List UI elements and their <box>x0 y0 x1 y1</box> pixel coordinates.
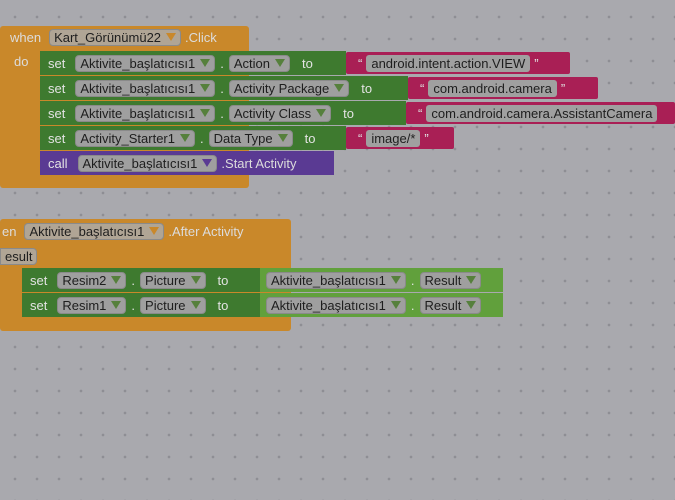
to-keyword: to <box>217 297 229 313</box>
component-label: Aktivite_başlatıcısı1 <box>80 105 196 121</box>
getter-row-result: Aktivite_başlatıcısı1 . Result <box>260 294 485 316</box>
string-value[interactable]: com.android.camera.AssistantCamera <box>426 104 658 122</box>
chevron-down-icon <box>202 159 213 167</box>
event-component-label: Kart_Görünümü22 <box>54 29 162 45</box>
getter-property-label: Result <box>424 272 462 288</box>
getter-property-dropdown[interactable]: Result <box>419 296 482 314</box>
param-row: esult <box>0 245 38 267</box>
getter-row-result: Aktivite_başlatıcısı1 . Result <box>260 269 485 291</box>
chevron-down-icon <box>200 59 211 67</box>
getter-property-label: Result <box>424 297 462 313</box>
setter-row-datatype: set Activity_Starter1 . Data Type to <box>48 129 316 147</box>
property-label: Activity Class <box>233 105 312 121</box>
property-label: Action <box>233 55 270 71</box>
chevron-down-icon <box>466 276 477 284</box>
chevron-down-icon <box>180 134 190 142</box>
event-name: .Click <box>185 29 217 45</box>
component-dropdown[interactable]: Activity_Starter1 <box>75 129 195 147</box>
component-label: Aktivite_başlatıcısı1 <box>82 155 198 171</box>
getter-component-dropdown[interactable]: Aktivite_başlatıcısı1 <box>266 296 406 314</box>
chevron-down-icon <box>111 301 122 309</box>
property-label: Picture <box>145 272 186 288</box>
do-keyword: do <box>14 53 29 69</box>
chevron-down-icon <box>149 227 160 235</box>
event-component-dropdown[interactable]: Kart_Görünümü22 <box>49 28 182 46</box>
chevron-down-icon <box>316 109 327 117</box>
do-label-row: do <box>0 50 28 72</box>
set-keyword: set <box>30 297 48 313</box>
string-value[interactable]: image/* <box>366 129 421 147</box>
property-dropdown[interactable]: Data Type <box>208 129 293 147</box>
string-row: “ com.android.camera ” <box>420 79 566 97</box>
setter-row-resim2: set Resim2 . Picture to <box>30 271 229 289</box>
chevron-down-icon <box>466 301 477 309</box>
property-dropdown[interactable]: Activity Class <box>228 104 332 122</box>
set-keyword: set <box>48 55 66 71</box>
event-component-dropdown[interactable]: Aktivite_başlatıcısı1 <box>24 222 165 240</box>
component-dropdown[interactable]: Resim1 <box>57 296 127 314</box>
component-label: Aktivite_başlatıcısı1 <box>80 55 196 71</box>
component-label: Aktivite_başlatıcısı1 <box>80 80 196 96</box>
event-name: .After Activity <box>168 223 244 239</box>
chevron-down-icon <box>334 84 345 92</box>
chevron-down-icon <box>390 301 401 309</box>
component-dropdown[interactable]: Aktivite_başlatıcısı1 <box>75 104 216 122</box>
string-value[interactable]: com.android.camera <box>428 79 557 97</box>
chevron-down-icon <box>166 33 177 41</box>
chevron-down-icon <box>200 109 211 117</box>
event-component-label: Aktivite_başlatıcısı1 <box>29 223 145 239</box>
set-keyword: set <box>30 272 48 288</box>
property-label: Data Type <box>213 130 273 146</box>
chevron-down-icon <box>277 134 288 142</box>
call-row: call Aktivite_başlatıcısı1 .Start Activi… <box>40 152 297 174</box>
result-param[interactable]: esult <box>0 247 38 265</box>
property-dropdown[interactable]: Picture <box>140 271 206 289</box>
chevron-down-icon <box>275 59 285 67</box>
call-keyword: call <box>48 155 68 171</box>
to-keyword: to <box>302 55 313 71</box>
chevron-down-icon <box>190 301 201 309</box>
component-dropdown[interactable]: Aktivite_başlatıcısı1 <box>75 79 216 97</box>
property-label: Picture <box>145 297 186 313</box>
component-dropdown[interactable]: Aktivite_başlatıcısı1 <box>77 154 218 172</box>
to-keyword: to <box>361 80 373 96</box>
chevron-down-icon <box>200 84 211 92</box>
property-dropdown[interactable]: Activity Package <box>228 79 350 97</box>
getter-property-dropdown[interactable]: Result <box>419 271 482 289</box>
result-param-label: esult <box>5 248 33 264</box>
property-label: Activity Package <box>233 80 330 96</box>
component-dropdown[interactable]: Resim2 <box>57 271 127 289</box>
component-label: Resim2 <box>62 272 107 288</box>
getter-component-dropdown[interactable]: Aktivite_başlatıcısı1 <box>266 271 406 289</box>
when-keyword: when <box>10 29 42 45</box>
set-keyword: set <box>48 80 66 96</box>
setter-row-class: set Aktivite_başlatıcısı1 . Activity Cla… <box>48 104 354 122</box>
chevron-down-icon <box>190 276 201 284</box>
event-header-click: when Kart_Görünümü22 .Click <box>0 26 217 48</box>
string-value[interactable]: android.intent.action.VIEW <box>366 54 531 72</box>
getter-component-label: Aktivite_başlatıcısı1 <box>271 297 386 313</box>
setter-row-resim1: set Resim1 . Picture to <box>30 296 229 314</box>
getter-component-label: Aktivite_başlatıcısı1 <box>271 272 386 288</box>
component-dropdown[interactable]: Aktivite_başlatıcısı1 <box>75 54 216 72</box>
event-header-after-activity: en Aktivite_başlatıcısı1 .After Activity <box>0 220 244 242</box>
component-label: Resim1 <box>62 297 107 313</box>
property-dropdown[interactable]: Action <box>228 54 290 72</box>
chevron-down-icon <box>390 276 401 284</box>
setter-row-action: set Aktivite_başlatıcısı1 . Action to <box>48 54 313 72</box>
component-label: Activity_Starter1 <box>80 130 175 146</box>
property-dropdown[interactable]: Picture <box>140 296 206 314</box>
set-keyword: set <box>48 130 66 146</box>
string-row: “ android.intent.action.VIEW ” <box>358 54 539 72</box>
set-keyword: set <box>48 105 66 121</box>
setter-row-package: set Aktivite_başlatıcısı1 . Activity Pac… <box>48 79 373 97</box>
to-keyword: to <box>343 105 354 121</box>
string-row: “ com.android.camera.AssistantCamera <box>414 102 658 124</box>
method-name: .Start Activity <box>221 155 297 171</box>
chevron-down-icon <box>111 276 122 284</box>
to-keyword: to <box>304 130 316 146</box>
string-row: “ image/* ” <box>358 129 429 147</box>
to-keyword: to <box>217 272 229 288</box>
when-keyword: en <box>2 223 17 239</box>
